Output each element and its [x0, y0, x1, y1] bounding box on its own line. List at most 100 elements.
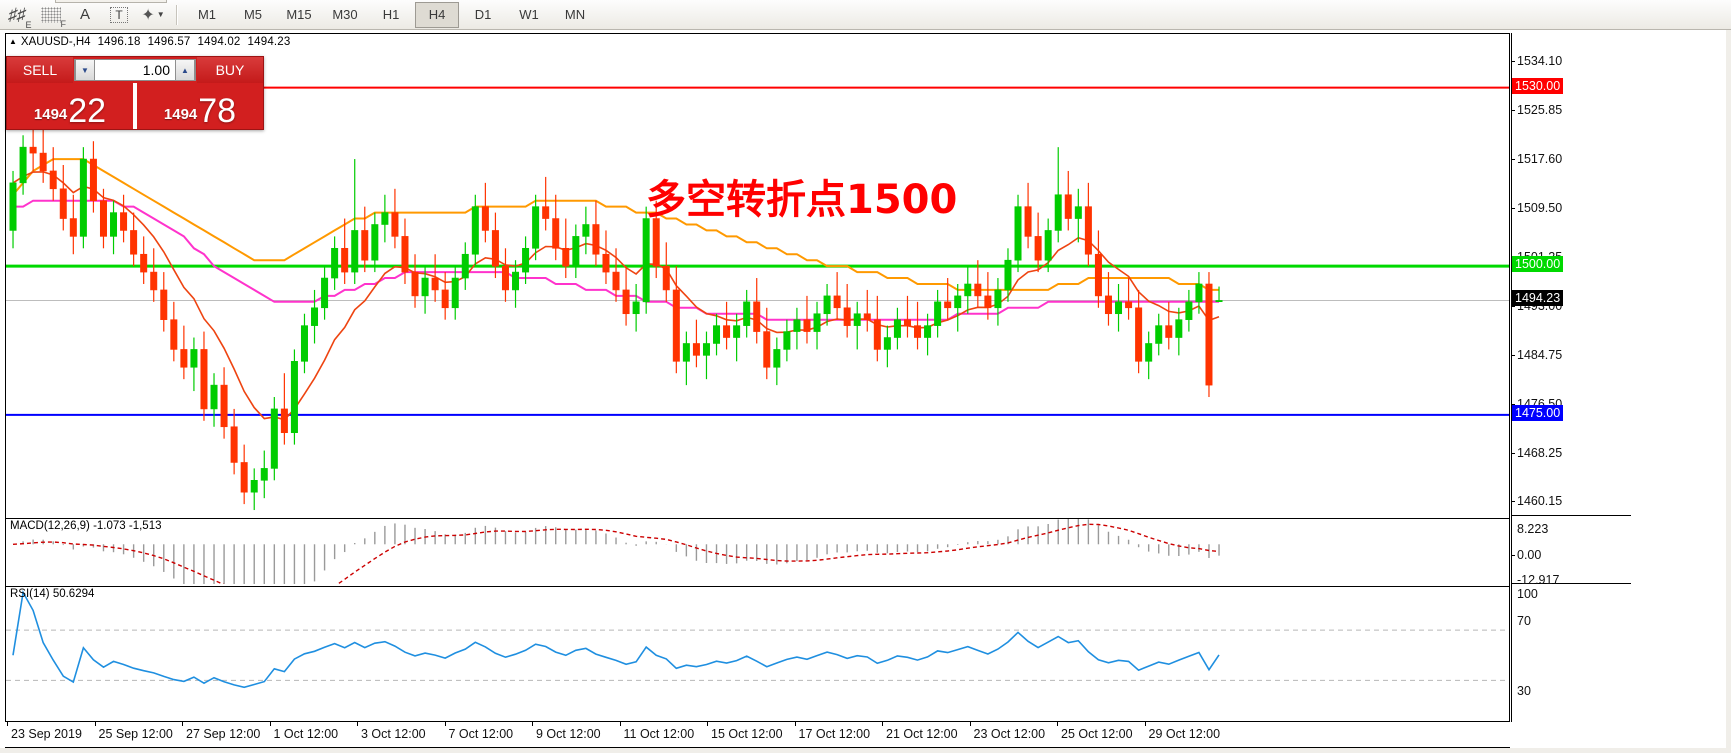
- time-tick: [182, 722, 183, 726]
- bid-price-whole: 1494: [33, 106, 68, 123]
- time-tick: [357, 722, 358, 726]
- price-tick-label: 1468.25: [1511, 446, 1562, 460]
- time-axis-label: 25 Oct 12:00: [1061, 727, 1133, 741]
- rsi-scale-label: 30: [1517, 684, 1531, 698]
- symbol-low: 1494.02: [197, 35, 241, 48]
- time-axis-label: 15 Oct 12:00: [711, 727, 783, 741]
- price-tick-label: 1517.60: [1511, 152, 1562, 166]
- time-tick: [444, 722, 446, 726]
- bid-quote[interactable]: 1494 22: [7, 83, 133, 129]
- ask-price-whole: 1494: [163, 106, 198, 123]
- indicators-icon[interactable]: ♯♯: [0, 1, 34, 30]
- pane-divider: [1511, 583, 1631, 584]
- time-tick: [969, 722, 971, 726]
- time-tick: [269, 722, 271, 726]
- symbol-info-bar: ▲ XAUUSD-,H4 1496.18 1496.57 1494.02 149…: [6, 34, 1509, 49]
- timeframe-mn[interactable]: MN: [564, 7, 586, 22]
- objects-icon[interactable]: ✦ ▼: [141, 6, 165, 24]
- price-scale[interactable]: 1534.101525.851517.601509.501501.251493.…: [1511, 33, 1631, 722]
- ask-price-fraction: 78: [198, 91, 237, 130]
- price-pane[interactable]: [6, 49, 1509, 516]
- timeframe-m5[interactable]: M5: [243, 7, 263, 22]
- time-axis-label: 3 Oct 12:00: [361, 727, 426, 741]
- right-scrollbar-strip[interactable]: [1726, 30, 1731, 753]
- time-axis-label: 17 Oct 12:00: [798, 727, 871, 741]
- one-click-trading-panel[interactable]: SELL ▼ 1.00 ▲ BUY 1494 22 1494 78: [6, 56, 264, 130]
- time-axis[interactable]: 23 Sep 2019 25 Sep 12:00 27 Sep 12:00 1 Oct…: [5, 722, 1510, 748]
- volume-stepper[interactable]: ▼ 1.00 ▲: [74, 59, 196, 81]
- time-tick: [1057, 722, 1058, 726]
- rsi-label: RSI(14) 50.6294: [10, 588, 95, 600]
- chart-annotation-text: 多空转折点1500: [646, 177, 958, 223]
- time-axis-label: 21 Oct 12:00: [886, 727, 958, 741]
- toolbar-grip: [55, 0, 167, 3]
- price-tick-label: 1509.50: [1511, 201, 1562, 215]
- price-tick-label: 1484.75: [1511, 348, 1562, 362]
- rsi-scale-label: 100: [1517, 587, 1538, 601]
- bid-price-fraction: 22: [68, 91, 107, 130]
- time-tick: [882, 722, 883, 726]
- quote-row: 1494 22 1494 78: [7, 83, 263, 129]
- time-tick: [1144, 722, 1146, 726]
- price-tick-label: 1460.15: [1511, 494, 1562, 508]
- symbol-open: 1496.18: [97, 35, 141, 48]
- bottom-scrollbar-strip[interactable]: [0, 748, 1731, 753]
- text-label-icon[interactable]: A: [79, 6, 90, 23]
- timeframe-m30[interactable]: M30: [332, 7, 358, 22]
- time-axis-label: 11 Oct 12:00: [623, 727, 695, 741]
- time-axis-label: 27 Sep 12:00: [186, 727, 261, 741]
- collapse-triangle-icon[interactable]: ▲: [9, 37, 17, 46]
- rsi-plot: [6, 589, 1509, 689]
- grid-icon[interactable]: [34, 1, 68, 29]
- time-axis-label: 23 Oct 12:00: [973, 727, 1046, 741]
- time-axis-label: 1 Oct 12:00: [273, 727, 339, 741]
- price-level-badge[interactable]: 1494.23: [1512, 290, 1564, 307]
- price-level-badge[interactable]: 1475.00: [1512, 404, 1564, 421]
- volume-decrement-icon[interactable]: ▼: [75, 59, 95, 81]
- rsi-pane[interactable]: RSI(14) 50.6294: [6, 586, 1509, 723]
- time-tick: [707, 722, 708, 726]
- macd-scale-label: 0.00: [1511, 548, 1541, 562]
- symbol-name: XAUUSD-,H4: [20, 35, 91, 48]
- buy-button[interactable]: BUY: [197, 57, 263, 83]
- scale-axis-line: [1511, 33, 1512, 722]
- trade-controls-row: SELL ▼ 1.00 ▲ BUY: [7, 57, 263, 83]
- main-toolbar: ♯♯ A T ✦▼ M1 M5 M15 M30 H1 H4 D1 W1 MN: [0, 0, 1731, 30]
- timeframe-d1[interactable]: D1: [474, 7, 492, 22]
- macd-plot: [12, 519, 1220, 584]
- text-object-icon[interactable]: T: [102, 1, 136, 29]
- price-tick-label: 1525.85: [1511, 103, 1562, 117]
- price-level-badge[interactable]: 1530.00: [1512, 77, 1564, 94]
- macd-label: MACD(12,26,9) -1.073 -1,513: [10, 520, 162, 532]
- macd-scale-label: 8.223: [1517, 522, 1549, 536]
- symbol-high: 1496.57: [147, 35, 191, 48]
- timeframe-h4[interactable]: H4: [415, 1, 459, 28]
- quote-divider: [133, 83, 137, 129]
- timeframe-w1[interactable]: W1: [519, 7, 539, 22]
- time-axis-label: 23 Sep 2019: [11, 727, 82, 741]
- price-level-badge[interactable]: 1500.00: [1512, 256, 1564, 273]
- timeframe-m1[interactable]: M1: [197, 7, 217, 22]
- chart-window: ▲ XAUUSD-,H4 1496.18 1496.57 1494.02 149…: [5, 33, 1510, 722]
- time-axis-label: 7 Oct 12:00: [448, 727, 514, 741]
- pane-divider: [1511, 515, 1631, 516]
- volume-input[interactable]: 1.00: [142, 62, 170, 78]
- time-tick: [94, 722, 96, 726]
- time-tick: [619, 722, 621, 726]
- timeframe-m15[interactable]: M15: [286, 7, 312, 22]
- time-tick: [532, 722, 533, 726]
- macd-pane[interactable]: MACD(12,26,9) -1.073 -1,513: [6, 518, 1509, 585]
- time-axis-label: 9 Oct 12:00: [536, 727, 601, 741]
- sell-button[interactable]: SELL: [7, 57, 73, 83]
- time-axis-label: 25 Sep 12:00: [98, 727, 173, 741]
- time-axis-label: 29 Oct 12:00: [1148, 727, 1221, 741]
- rsi-scale-label: 70: [1517, 614, 1531, 628]
- timeframe-h1[interactable]: H1: [382, 7, 400, 22]
- ask-quote[interactable]: 1494 78: [137, 83, 263, 129]
- toolbar-separator: [176, 4, 178, 25]
- macd-scale-label: -12.917: [1517, 573, 1560, 587]
- candlestick-plot: [6, 86, 1509, 511]
- volume-increment-icon[interactable]: ▲: [175, 59, 195, 81]
- price-tick-label: 1534.10: [1511, 54, 1562, 68]
- symbol-close: 1494.23: [247, 35, 291, 48]
